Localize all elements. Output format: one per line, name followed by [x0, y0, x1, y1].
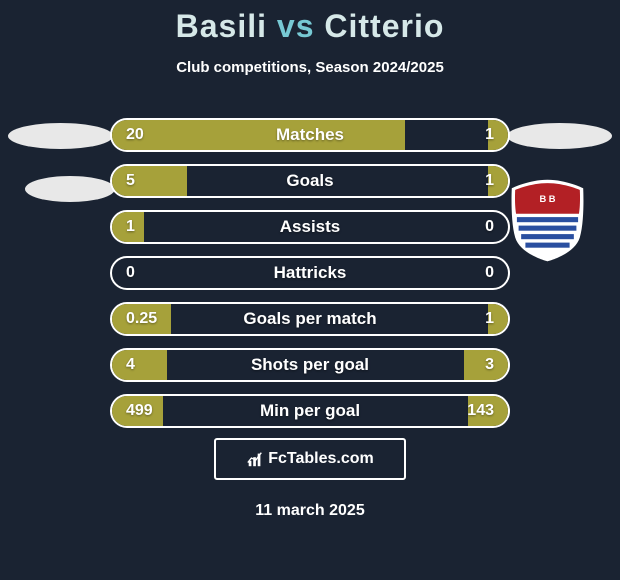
stat-bar-left	[112, 166, 187, 196]
stat-value-left: 499	[126, 402, 153, 420]
stat-value-left: 20	[126, 126, 144, 144]
subtitle: Club competitions, Season 2024/2025	[0, 59, 620, 76]
player1-club-placeholder	[25, 176, 115, 202]
comparison-card: Basili vs Citterio Club competitions, Se…	[0, 0, 620, 580]
stat-value-left: 0.25	[126, 310, 157, 328]
stat-label: Goals	[286, 171, 333, 191]
stat-row: 1 0 Assists	[110, 210, 510, 244]
player1-name: Basili	[176, 8, 267, 44]
stat-value-right: 1	[485, 172, 494, 190]
stat-row: 0 0 Hattricks	[110, 256, 510, 290]
player1-photo-placeholder	[8, 123, 113, 149]
stat-value-right: 3	[485, 356, 494, 374]
player2-club-badge: B B	[505, 178, 590, 263]
stat-label: Goals per match	[243, 309, 376, 329]
stat-value-right: 143	[467, 402, 494, 420]
stat-value-left: 1	[126, 218, 135, 236]
stat-bar-left	[112, 120, 405, 150]
stat-row: 4 3 Shots per goal	[110, 348, 510, 382]
chart-icon	[246, 450, 264, 468]
stat-value-left: 0	[126, 264, 135, 282]
brand-box: FcTables.com	[214, 438, 406, 480]
stat-label: Shots per goal	[251, 355, 369, 375]
stat-value-right: 1	[485, 310, 494, 328]
stat-value-left: 5	[126, 172, 135, 190]
stat-row: 499 143 Min per goal	[110, 394, 510, 428]
stat-label: Assists	[280, 217, 340, 237]
stat-row: 5 1 Goals	[110, 164, 510, 198]
svg-text:B B: B B	[539, 194, 555, 204]
stat-row: 0.25 1 Goals per match	[110, 302, 510, 336]
stat-label: Matches	[276, 125, 344, 145]
stat-value-right: 1	[485, 126, 494, 144]
stat-value-right: 0	[485, 218, 494, 236]
date-label: 11 march 2025	[255, 502, 364, 520]
stat-bar-left	[112, 350, 167, 380]
player2-photo-placeholder	[507, 123, 612, 149]
stat-value-left: 4	[126, 356, 135, 374]
page-title: Basili vs Citterio	[0, 0, 620, 45]
stats-panel: 20 1 Matches 5 1 Goals 1 0 Assists 0 0 Hattricks 0.2…	[110, 118, 510, 428]
brand-text: FcTables.com	[268, 450, 374, 468]
stat-value-right: 0	[485, 264, 494, 282]
stat-label: Hattricks	[274, 263, 347, 283]
stat-row: 20 1 Matches	[110, 118, 510, 152]
vs-label: vs	[277, 8, 315, 44]
player2-name: Citterio	[324, 8, 444, 44]
stat-label: Min per goal	[260, 401, 360, 421]
